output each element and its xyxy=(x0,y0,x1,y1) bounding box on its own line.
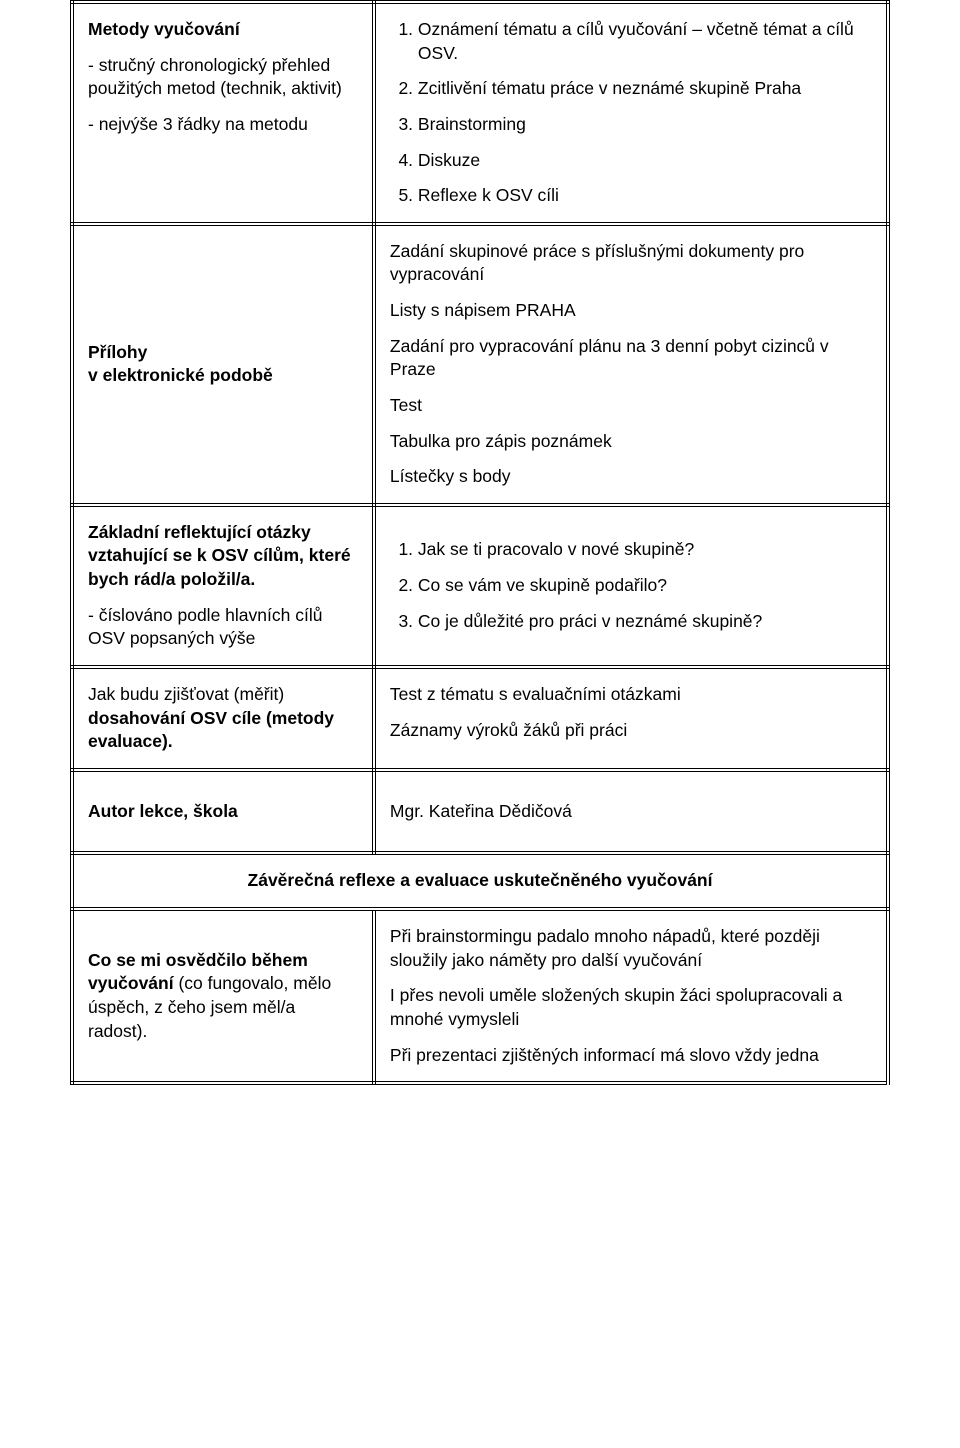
eval-pre: Jak budu zjišťovat (měřit) xyxy=(88,684,284,704)
author-name: Mgr. Kateřina Dědičová xyxy=(390,801,572,821)
questions-p2: - číslováno podle hlavních cílů OSV pops… xyxy=(88,604,358,651)
author-right: Mgr. Kateřina Dědičová xyxy=(374,770,888,854)
methods-p2: - nejvýše 3 řádky na metodu xyxy=(88,113,358,137)
evaluation-right: Test z tématu s evaluačními otázkami Záz… xyxy=(374,667,888,770)
final-reflection-header: Závěrečná reflexe a evaluace uskutečněné… xyxy=(72,853,888,909)
table-row: Jak budu zjišťovat (měřit) dosahování OS… xyxy=(72,667,888,770)
table-row: Základní reflektující otázky vztahující … xyxy=(72,505,888,667)
document-page: Metody vyučování - stručný chronologický… xyxy=(0,0,960,1085)
list-item: Oznámení tématu a cílů vyučování – včetn… xyxy=(418,18,872,65)
questions-list: Jak se ti pracovalo v nové skupině? Co s… xyxy=(390,538,872,633)
attachments-p4: Test xyxy=(390,394,872,418)
attachments-left: Přílohy v elektronické podobě xyxy=(72,224,374,505)
list-item: Jak se ti pracovalo v nové skupině? xyxy=(418,538,872,562)
worked-right: Při brainstormingu padalo mnoho nápadů, … xyxy=(374,909,888,1083)
table-row: Přílohy v elektronické podobě Zadání sku… xyxy=(72,224,888,505)
evaluation-p2: Záznamy výroků žáků při práci xyxy=(390,719,872,743)
table-row: Autor lekce, škola Mgr. Kateřina Dědičov… xyxy=(72,770,888,854)
final-reflection-title: Závěrečná reflexe a evaluace uskutečněné… xyxy=(248,870,713,890)
methods-title: Metody vyučování xyxy=(88,18,358,42)
author-label: Autor lekce, škola xyxy=(88,801,238,821)
attachments-p3: Zadání pro vypracování plánu na 3 denní … xyxy=(390,335,872,382)
evaluation-title: Jak budu zjišťovat (měřit) dosahování OS… xyxy=(88,683,358,754)
table-row: Závěrečná reflexe a evaluace uskutečněné… xyxy=(72,853,888,909)
questions-p1: Základní reflektující otázky vztahující … xyxy=(88,521,358,592)
author-left: Autor lekce, škola xyxy=(72,770,374,854)
list-item: Reflexe k OSV cíli xyxy=(418,184,872,208)
attachments-title: Přílohy v elektronické podobě xyxy=(88,341,358,388)
table-row: Co se mi osvědčilo během vyučování (co f… xyxy=(72,909,888,1083)
list-item: Co je důležité pro práci v neznámé skupi… xyxy=(418,610,872,634)
worked-p2: I přes nevoli uměle složených skupin žác… xyxy=(390,984,872,1031)
methods-left: Metody vyučování - stručný chronologický… xyxy=(72,2,374,224)
questions-right: Jak se ti pracovalo v nové skupině? Co s… xyxy=(374,505,888,667)
attachments-right: Zadání skupinové práce s příslušnými dok… xyxy=(374,224,888,505)
attachments-p1: Zadání skupinové práce s příslušnými dok… xyxy=(390,240,872,287)
methods-list: Oznámení tématu a cílů vyučování – včetn… xyxy=(390,18,872,208)
worked-left: Co se mi osvědčilo během vyučování (co f… xyxy=(72,909,374,1083)
table-row: Metody vyučování - stručný chronologický… xyxy=(72,2,888,224)
methods-right: Oznámení tématu a cílů vyučování – včetn… xyxy=(374,2,888,224)
list-item: Co se vám ve skupině podařilo? xyxy=(418,574,872,598)
attachments-p6: Lístečky s body xyxy=(390,465,872,489)
list-item: Zcitlivění tématu práce v neznámé skupin… xyxy=(418,77,872,101)
questions-left: Základní reflektující otázky vztahující … xyxy=(72,505,374,667)
evaluation-p1: Test z tématu s evaluačními otázkami xyxy=(390,683,872,707)
evaluation-left: Jak budu zjišťovat (měřit) dosahování OS… xyxy=(72,667,374,770)
attachments-p2: Listy s nápisem PRAHA xyxy=(390,299,872,323)
worked-p1: Při brainstormingu padalo mnoho nápadů, … xyxy=(390,925,872,972)
attachments-p5: Tabulka pro zápis poznámek xyxy=(390,430,872,454)
lesson-table: Metody vyučování - stručný chronologický… xyxy=(70,0,890,1085)
list-item: Brainstorming xyxy=(418,113,872,137)
worked-p3: Při prezentaci zjištěných informací má s… xyxy=(390,1044,872,1068)
methods-p1: - stručný chronologický přehled použitýc… xyxy=(88,54,358,101)
list-item: Diskuze xyxy=(418,149,872,173)
worked-title: Co se mi osvědčilo během vyučování (co f… xyxy=(88,949,358,1044)
eval-bold: dosahování OSV cíle (metody evaluace). xyxy=(88,708,334,752)
questions-title-bold: Základní reflektující otázky vztahující … xyxy=(88,522,351,589)
